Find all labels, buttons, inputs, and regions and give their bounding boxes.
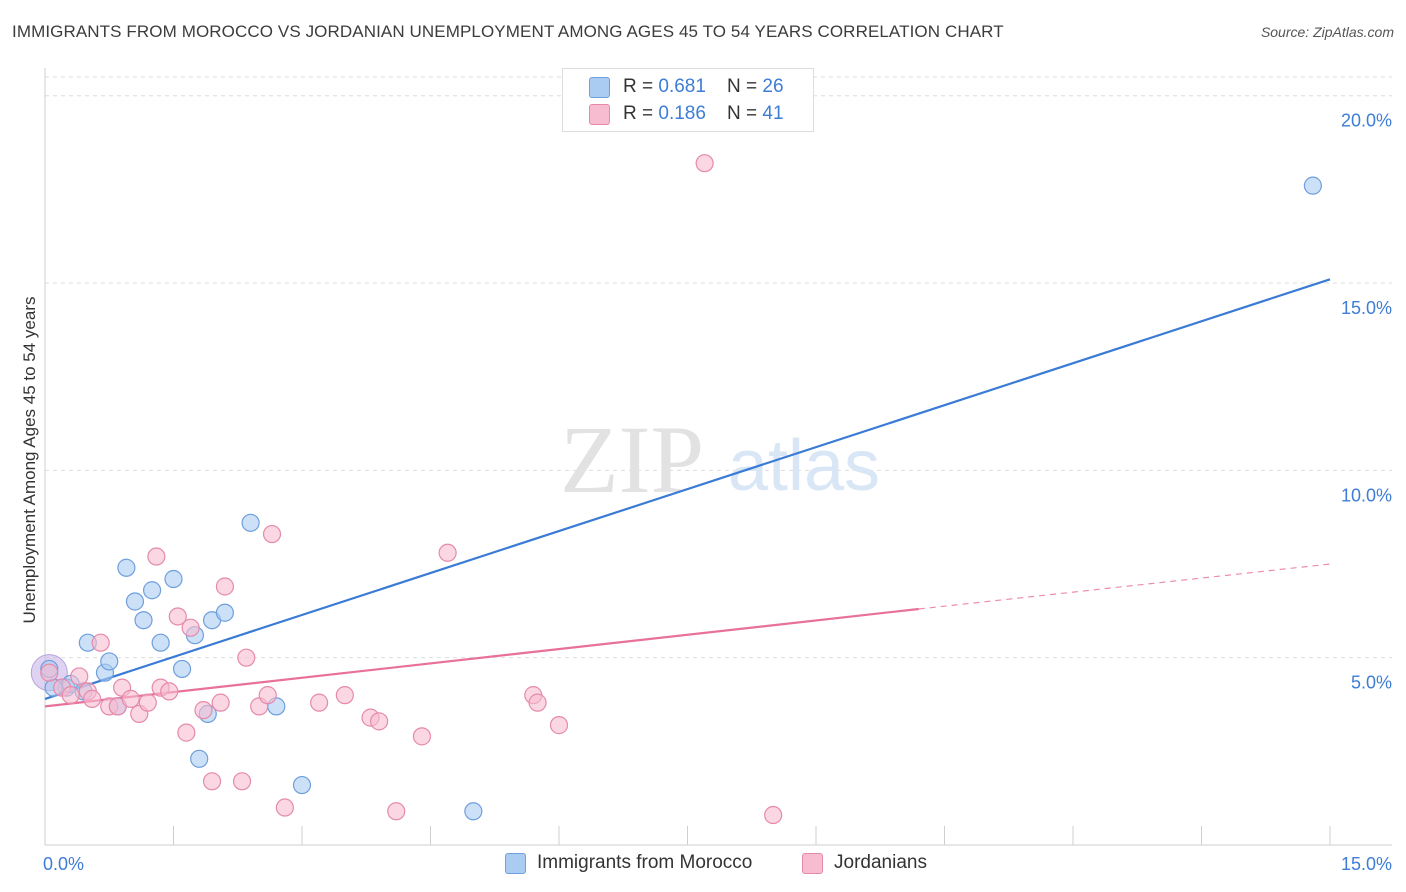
point-jordan: [764, 805, 783, 825]
point-morocco: [164, 569, 183, 589]
tick-labels: 5.0% 10.0% 15.0% 20.0% 0.0% 15.0%: [43, 111, 1392, 874]
axes: [44, 68, 1392, 846]
point-morocco: [172, 659, 192, 679]
r-label: R =: [623, 103, 659, 124]
x-tick-label: 0.0%: [43, 854, 84, 874]
watermark-atlas: atlas: [728, 426, 880, 506]
point-jordan: [91, 633, 110, 652]
legend-swatch-jordan: [589, 104, 610, 125]
y-tick-label: 20.0%: [1341, 111, 1392, 131]
legend-swatch-jordan: [802, 853, 823, 874]
grid-lines: [45, 76, 1392, 659]
point-jordan: [528, 693, 547, 712]
point-morocco: [100, 652, 119, 671]
r-value-morocco: 0.681: [658, 76, 706, 97]
point-jordan: [83, 689, 102, 708]
point-morocco: [190, 749, 209, 768]
point-jordan: [168, 607, 187, 626]
correlation-legend: R = 0.681 N = 26 R = 0.186 N = 41: [562, 68, 814, 132]
point-jordan: [412, 727, 432, 746]
point-jordan: [258, 686, 277, 705]
source-label: Source: ZipAtlas.com: [1260, 24, 1394, 40]
point-morocco: [1303, 176, 1322, 195]
r-label: R =: [623, 76, 659, 97]
point-jordan: [147, 547, 166, 566]
point-jordan: [121, 689, 140, 708]
y-tick-label: 5.0%: [1351, 673, 1392, 693]
n-value-jordan: 41: [762, 103, 784, 124]
legend-swatch-morocco: [505, 853, 526, 874]
point-morocco: [117, 558, 136, 577]
legend-label-morocco: Immigrants from Morocco: [537, 852, 753, 873]
point-jordan: [262, 524, 282, 544]
point-jordan: [275, 798, 294, 817]
trend-extension-jordan: [918, 563, 1331, 610]
point-jordan: [335, 686, 354, 705]
point-jordan: [194, 701, 213, 720]
n-label: N =: [727, 103, 763, 124]
point-jordan: [237, 648, 256, 667]
point-morocco: [125, 592, 145, 611]
point-jordan: [387, 802, 406, 821]
y-tick-label: 15.0%: [1341, 298, 1392, 318]
trend-line-jordan: [44, 607, 919, 708]
point-morocco: [142, 581, 162, 600]
x-tick-label: 15.0%: [1341, 854, 1392, 874]
point-jordan: [202, 772, 222, 791]
point-morocco: [464, 802, 483, 821]
point-morocco: [151, 633, 170, 652]
point-jordan: [695, 154, 714, 173]
point-morocco: [241, 513, 260, 532]
watermark-zip: ZIP: [560, 406, 704, 513]
n-value-morocco: 26: [762, 76, 784, 97]
point-jordan: [370, 712, 389, 731]
trend-lines: [44, 278, 1331, 708]
point-jordan: [40, 663, 59, 682]
y-tick-label: 10.0%: [1341, 485, 1392, 505]
point-jordan: [438, 543, 457, 562]
data-points: [30, 154, 1322, 825]
n-label: N =: [727, 76, 763, 97]
point-jordan: [215, 577, 234, 596]
point-jordan: [549, 716, 569, 735]
point-jordan: [177, 723, 196, 742]
point-jordan: [310, 693, 329, 712]
point-jordan: [138, 693, 157, 712]
point-morocco: [215, 603, 234, 622]
point-jordan: [211, 693, 230, 712]
point-morocco: [134, 611, 153, 630]
point-jordan: [232, 772, 252, 791]
chart-title: IMMIGRANTS FROM MOROCCO VS JORDANIAN UNE…: [12, 22, 1004, 41]
point-jordan: [70, 667, 89, 686]
trend-line-morocco: [44, 278, 1331, 700]
point-jordan: [160, 682, 179, 701]
point-jordan: [181, 618, 200, 637]
point-jordan: [61, 686, 80, 705]
legend-label-jordan: Jordanians: [834, 852, 927, 873]
legend-swatch-morocco: [589, 77, 610, 98]
r-value-jordan: 0.186: [658, 103, 706, 124]
point-morocco: [292, 775, 312, 795]
